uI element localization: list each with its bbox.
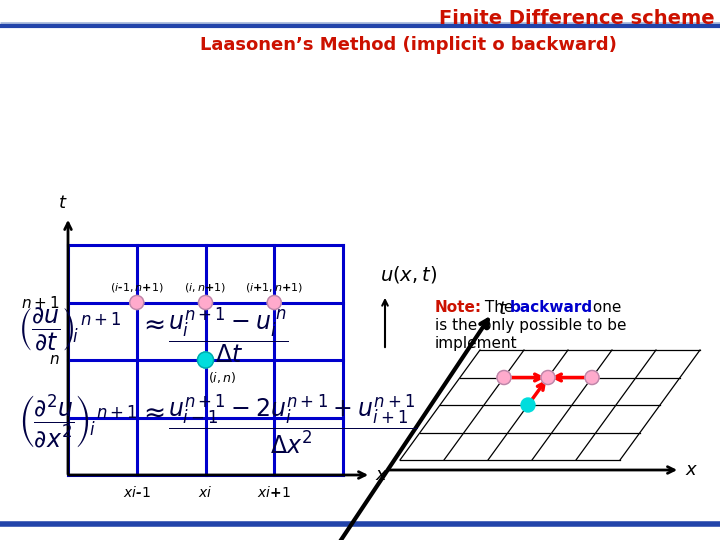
Text: Laasonen’s Method (implicit o backward): Laasonen’s Method (implicit o backward) bbox=[200, 36, 617, 54]
Text: Finite Difference scheme: Finite Difference scheme bbox=[439, 9, 715, 28]
Text: $x$: $x$ bbox=[375, 466, 388, 484]
Circle shape bbox=[521, 398, 535, 412]
Text: $(i$+$1,n$+$1)$: $(i$+$1,n$+$1)$ bbox=[245, 280, 303, 294]
Text: $xi$+$1$: $xi$+$1$ bbox=[258, 485, 291, 500]
Text: implement: implement bbox=[435, 336, 518, 351]
Circle shape bbox=[130, 295, 144, 309]
Text: is the only possible to be: is the only possible to be bbox=[435, 318, 626, 333]
Circle shape bbox=[197, 352, 214, 368]
Text: $(i,n$+$1)$: $(i,n$+$1)$ bbox=[184, 280, 227, 294]
Text: $\dfrac{u_i^{n+1}-u_i^{\;n}}{\Delta t}$: $\dfrac{u_i^{n+1}-u_i^{\;n}}{\Delta t}$ bbox=[168, 305, 289, 364]
Text: $\approx$: $\approx$ bbox=[138, 312, 164, 338]
Text: $n+1$: $n+1$ bbox=[22, 294, 60, 310]
Text: $\left(\dfrac{\partial^2 u}{\partial x^2}\right)_{\!i}^{\;n+1}$: $\left(\dfrac{\partial^2 u}{\partial x^2… bbox=[18, 392, 138, 450]
Text: $(i,n)$: $(i,n)$ bbox=[209, 370, 237, 385]
Text: $x$: $x$ bbox=[685, 461, 698, 479]
Circle shape bbox=[267, 295, 282, 309]
Text: Note:: Note: bbox=[435, 300, 482, 315]
Text: $xi$-$1$: $xi$-$1$ bbox=[123, 485, 150, 500]
Text: $\left(\dfrac{\partial u}{\partial t}\right)_{\!i}^{\;n+1}$: $\left(\dfrac{\partial u}{\partial t}\ri… bbox=[18, 305, 122, 352]
Text: $t$: $t$ bbox=[58, 194, 68, 212]
Text: $u(x,t)$: $u(x,t)$ bbox=[380, 264, 437, 285]
Circle shape bbox=[497, 370, 511, 384]
Text: $\dfrac{u_{i-1}^{n+1}-2u_i^{n+1}+u_{i+1}^{n+1}}{\Delta x^2}$: $\dfrac{u_{i-1}^{n+1}-2u_i^{n+1}+u_{i+1}… bbox=[168, 392, 418, 456]
Text: one: one bbox=[588, 300, 621, 315]
Circle shape bbox=[541, 370, 555, 384]
Text: The: The bbox=[480, 300, 518, 315]
Text: $n$: $n$ bbox=[50, 353, 60, 368]
Text: $\approx$: $\approx$ bbox=[138, 400, 164, 426]
Text: $(i$-$1,n$+$1)$: $(i$-$1,n$+$1)$ bbox=[110, 280, 163, 294]
Text: $xi$: $xi$ bbox=[198, 485, 212, 500]
Text: $t$: $t$ bbox=[498, 300, 508, 319]
Circle shape bbox=[585, 370, 599, 384]
Text: backward: backward bbox=[510, 300, 593, 315]
Circle shape bbox=[199, 295, 212, 309]
